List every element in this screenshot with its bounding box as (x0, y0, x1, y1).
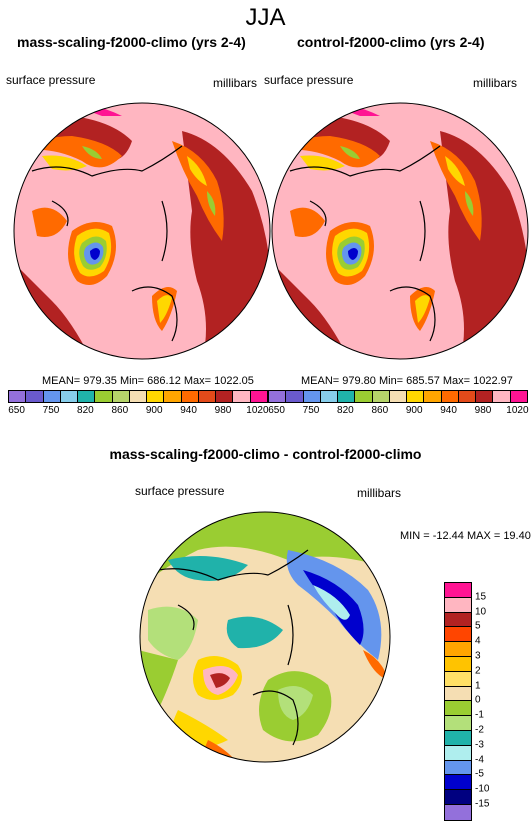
colorbar-tick-label: 750 (302, 405, 320, 416)
colorbar-swatch (9, 391, 27, 402)
colorbar-tick-label: -1 (475, 709, 484, 721)
colorbar-swatch (445, 775, 471, 791)
colorbar-swatch (320, 391, 339, 402)
polar-map-right (271, 102, 529, 360)
colorbar-swatch (355, 391, 373, 402)
colorbar-swatch (129, 391, 148, 402)
colorbar-diff (444, 582, 472, 821)
colorbar-swatch (372, 391, 390, 402)
colorbar-tick-label: 3 (475, 650, 481, 662)
colorbar-swatch (338, 391, 356, 402)
colorbar-swatch (424, 391, 442, 402)
colorbar-right (268, 390, 528, 403)
stats-left: MEAN= 979.35 Min= 686.12 Max= 1022.05 (42, 375, 254, 387)
colorbar-swatch (445, 671, 471, 687)
colorbar-swatch (78, 391, 96, 402)
units-label-left: millibars (213, 76, 258, 90)
colorbar-swatch (233, 391, 251, 402)
diff-variable-label: surface pressure (135, 484, 225, 498)
colorbar-swatch (216, 391, 234, 402)
colorbar-left (8, 390, 268, 403)
colorbar-ticks-right: 650 750 820 860 900 940 980 1020 (268, 405, 529, 419)
colorbar-swatch (445, 627, 471, 643)
colorbar-tick-label: 820 (337, 405, 354, 416)
colorbar-tick-label: 10 (475, 606, 487, 618)
colorbar-tick-label: 15 (475, 591, 487, 603)
polar-map-left (13, 102, 271, 360)
colorbar-swatch (303, 391, 321, 402)
panel-title-right: control-f2000-climo (yrs 2-4) (297, 34, 485, 50)
colorbar-swatch (445, 656, 471, 672)
colorbar-swatch (250, 391, 267, 402)
colorbar-tick-label: 750 (42, 405, 60, 416)
colorbar-swatch (445, 597, 471, 613)
colorbar-tick-label: 980 (214, 405, 232, 416)
colorbar-swatch (445, 642, 471, 657)
colorbar-swatch (445, 745, 471, 761)
colorbar-tick-label: -10 (475, 783, 490, 795)
colorbar-swatch (510, 391, 527, 402)
colorbar-swatch (445, 730, 471, 746)
colorbar-swatch (181, 391, 199, 402)
colorbar-tick-label: 5 (475, 620, 481, 632)
colorbar-swatch (164, 391, 182, 402)
figure-title: JJA (245, 4, 286, 31)
colorbar-tick-label: 2 (475, 665, 481, 677)
colorbar-tick-label: 860 (371, 405, 389, 416)
colorbar-tick-label: 1020 (246, 405, 269, 416)
colorbar-swatch (112, 391, 130, 402)
colorbar-swatch (458, 391, 477, 402)
colorbar-tick-label: 650 (8, 405, 25, 416)
variable-label-left: surface pressure (6, 73, 96, 87)
colorbar-tick-label: 860 (111, 405, 129, 416)
colorbar-swatch (493, 391, 511, 402)
colorbar-tick-label: -4 (475, 754, 484, 766)
colorbar-swatch (147, 391, 165, 402)
colorbar-tick-label: 0 (475, 694, 481, 706)
colorbar-swatch (198, 391, 217, 402)
stats-right: MEAN= 979.80 Min= 685.57 Max= 1022.97 (301, 375, 513, 387)
colorbar-tick-label: 940 (440, 405, 457, 416)
colorbar-swatch (445, 701, 471, 717)
colorbar-swatch (476, 391, 494, 402)
colorbar-tick-label: 900 (145, 405, 163, 416)
units-label-right: millibars (473, 76, 518, 90)
colorbar-swatch (60, 391, 79, 402)
diff-title: mass-scaling-f2000-climo - control-f2000… (109, 446, 422, 462)
colorbar-swatch (445, 612, 471, 628)
colorbar-swatch (445, 583, 471, 598)
colorbar-diff-ticks: 15 10 5 4 3 2 1 0 -1 -2 -3 -4 -5 -10 -15 (475, 582, 505, 819)
colorbar-tick-label: 650 (268, 405, 285, 416)
colorbar-tick-label: 4 (475, 635, 481, 647)
colorbar-swatch (95, 391, 113, 402)
polar-map-diff (139, 511, 391, 763)
colorbar-swatch (445, 790, 471, 805)
colorbar-ticks-left: 650 750 820 860 900 940 980 1020 (8, 405, 269, 419)
variable-label-right: surface pressure (264, 73, 354, 87)
diff-stats: MIN = -12.44 MAX = 19.40 (400, 530, 531, 542)
colorbar-swatch (26, 391, 44, 402)
colorbar-swatch (269, 391, 287, 402)
colorbar-tick-label: 1 (475, 680, 481, 692)
colorbar-swatch (43, 391, 61, 402)
colorbar-tick-label: 820 (77, 405, 94, 416)
colorbar-swatch (286, 391, 304, 402)
colorbar-swatch (445, 716, 471, 731)
colorbar-swatch (445, 686, 471, 702)
colorbar-tick-label: -3 (475, 739, 484, 751)
colorbar-tick-label: 940 (180, 405, 197, 416)
colorbar-tick-label: 1020 (506, 405, 529, 416)
diff-units-label: millibars (357, 486, 402, 500)
colorbar-swatch (389, 391, 408, 402)
colorbar-tick-label: -15 (475, 798, 490, 810)
panel-title-left: mass-scaling-f2000-climo (yrs 2-4) (17, 34, 246, 50)
colorbar-tick-label: 980 (474, 405, 492, 416)
colorbar-swatch (441, 391, 459, 402)
colorbar-tick-label: -2 (475, 724, 484, 736)
colorbar-tick-label: 900 (405, 405, 423, 416)
colorbar-swatch (445, 804, 471, 820)
colorbar-swatch (445, 760, 471, 776)
colorbar-swatch (407, 391, 425, 402)
